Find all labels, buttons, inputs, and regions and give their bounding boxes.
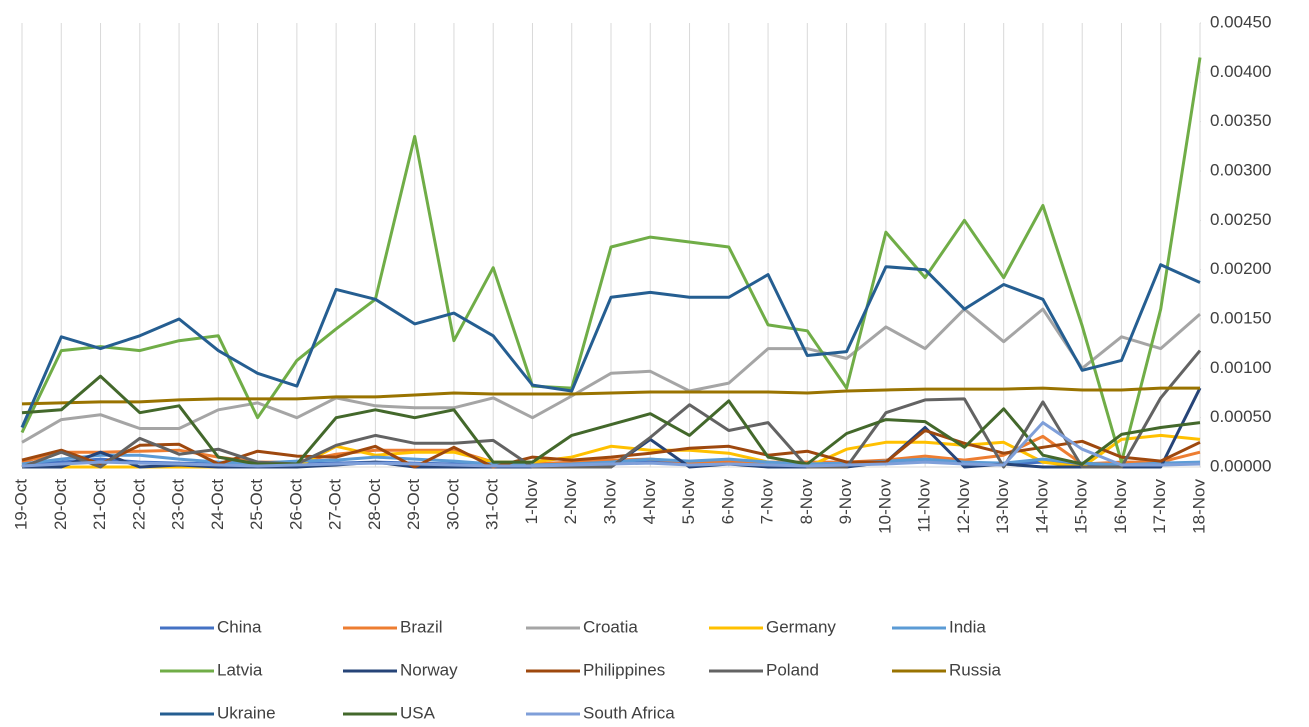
y-tick-label: 0.00100 [1210, 358, 1271, 377]
series-line [21, 421, 1201, 468]
y-tick-label: 0.00300 [1210, 160, 1271, 179]
series-line [21, 374, 1201, 466]
y-tick-label: 0.00350 [1210, 111, 1271, 130]
x-tick-label: 17-Nov [1150, 479, 1169, 534]
x-tick-label: 7-Nov [758, 479, 777, 525]
x-tick-label: 27-Oct [326, 479, 345, 530]
series-line [21, 307, 1201, 444]
x-tick-label: 31-Oct [483, 479, 502, 530]
legend-label: Ukraine [217, 703, 276, 722]
y-tick-label: 0.00400 [1210, 62, 1271, 81]
legend-label: USA [400, 703, 436, 722]
x-tick-label: 6-Nov [718, 479, 737, 525]
legend-label: Philippines [583, 660, 665, 679]
x-tick-label: 13-Nov [993, 479, 1012, 534]
series-line [21, 349, 1202, 469]
legend-label: Germany [766, 617, 836, 636]
x-tick-label: 3-Nov [600, 479, 619, 525]
x-tick-label: 4-Nov [640, 479, 659, 525]
y-tick-label: 0.00150 [1210, 308, 1271, 327]
x-tick-label: 9-Nov [836, 479, 855, 525]
x-tick-label: 19-Oct [11, 479, 30, 530]
y-tick-label: 0.00250 [1210, 210, 1271, 229]
legend-label: China [217, 617, 262, 636]
y-tick-label: 0.00200 [1210, 259, 1271, 278]
x-tick-label: 22-Oct [129, 479, 148, 530]
y-tick-label: 0.00450 [1210, 12, 1271, 31]
x-tick-label: 23-Oct [169, 479, 188, 530]
x-tick-label: 26-Oct [286, 479, 305, 530]
x-tick-label: 29-Oct [404, 479, 423, 530]
x-tick-label: 11-Nov [915, 479, 934, 533]
legend-label: Poland [766, 660, 819, 679]
x-tick-label: 28-Oct [365, 479, 384, 530]
x-tick-label: 5-Nov [679, 479, 698, 525]
legend-label: Croatia [583, 617, 638, 636]
x-tick-label: 21-Oct [90, 479, 109, 530]
x-tick-label: 8-Nov [797, 479, 816, 525]
series-line [20, 263, 1201, 429]
y-tick-label: 0.00000 [1210, 456, 1271, 475]
legend-label: Brazil [400, 617, 443, 636]
x-tick-label: 10-Nov [875, 479, 894, 534]
x-tick-label: 20-Oct [51, 479, 70, 530]
x-tick-label: 30-Oct [443, 479, 462, 530]
x-tick-label: 2-Nov [561, 479, 580, 525]
legend-label: India [949, 617, 986, 636]
x-tick-label: 1-Nov [522, 479, 541, 525]
legend-label: Russia [949, 660, 1002, 679]
x-tick-label: 18-Nov [1189, 479, 1208, 534]
x-tick-label: 16-Nov [1111, 479, 1130, 534]
x-tick-label: 24-Oct [208, 479, 227, 530]
x-tick-label: 25-Oct [247, 479, 266, 530]
x-tick-label: 14-Nov [1032, 479, 1051, 534]
x-tick-label: 12-Nov [954, 479, 973, 534]
legend-label: South Africa [583, 703, 675, 722]
legend-label: Latvia [217, 660, 263, 679]
legend-label: Norway [400, 660, 458, 679]
series-line [20, 57, 1202, 464]
x-tick-label: 15-Nov [1072, 479, 1091, 534]
series-line [21, 386, 1200, 406]
y-tick-label: 0.00050 [1210, 407, 1271, 426]
